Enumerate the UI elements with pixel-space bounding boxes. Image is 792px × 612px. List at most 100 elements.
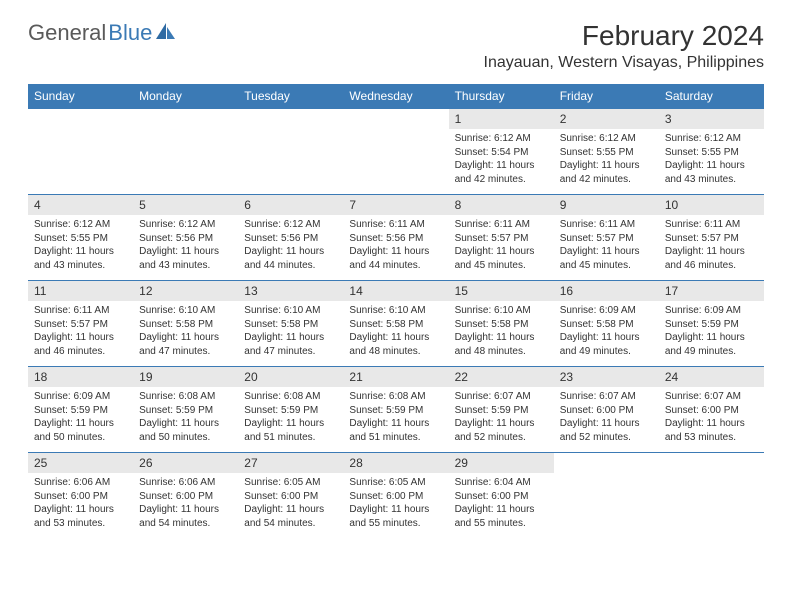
day-header: Tuesday: [238, 84, 343, 109]
logo-text-general: General: [28, 20, 106, 46]
daylight-text: Daylight: 11 hours and 47 minutes.: [244, 331, 337, 358]
daylight-text: Daylight: 11 hours and 51 minutes.: [244, 417, 337, 444]
day-details: Sunrise: 6:04 AMSunset: 6:00 PMDaylight:…: [449, 473, 554, 538]
sunset-text: Sunset: 6:00 PM: [455, 490, 548, 504]
day-number: 28: [343, 453, 448, 473]
daylight-text: Daylight: 11 hours and 54 minutes.: [139, 503, 232, 530]
daylight-text: Daylight: 11 hours and 46 minutes.: [665, 245, 758, 272]
day-number: 15: [449, 281, 554, 301]
day-details: [343, 129, 448, 183]
day-details: Sunrise: 6:05 AMSunset: 6:00 PMDaylight:…: [238, 473, 343, 538]
day-details: Sunrise: 6:06 AMSunset: 6:00 PMDaylight:…: [28, 473, 133, 538]
day-cell: 4Sunrise: 6:12 AMSunset: 5:55 PMDaylight…: [28, 195, 133, 281]
daylight-text: Daylight: 11 hours and 55 minutes.: [455, 503, 548, 530]
day-number: 13: [238, 281, 343, 301]
daylight-text: Daylight: 11 hours and 47 minutes.: [139, 331, 232, 358]
daylight-text: Daylight: 11 hours and 43 minutes.: [665, 159, 758, 186]
sunset-text: Sunset: 5:56 PM: [139, 232, 232, 246]
sunrise-text: Sunrise: 6:10 AM: [349, 304, 442, 318]
day-cell: 8Sunrise: 6:11 AMSunset: 5:57 PMDaylight…: [449, 195, 554, 281]
week-row: 25Sunrise: 6:06 AMSunset: 6:00 PMDayligh…: [28, 453, 764, 539]
day-number: 18: [28, 367, 133, 387]
day-number: 10: [659, 195, 764, 215]
sunset-text: Sunset: 5:56 PM: [349, 232, 442, 246]
day-cell: 23Sunrise: 6:07 AMSunset: 6:00 PMDayligh…: [554, 367, 659, 453]
day-cell: 27Sunrise: 6:05 AMSunset: 6:00 PMDayligh…: [238, 453, 343, 539]
day-cell: 10Sunrise: 6:11 AMSunset: 5:57 PMDayligh…: [659, 195, 764, 281]
day-details: Sunrise: 6:10 AMSunset: 5:58 PMDaylight:…: [238, 301, 343, 366]
sunset-text: Sunset: 5:59 PM: [139, 404, 232, 418]
day-cell: 11Sunrise: 6:11 AMSunset: 5:57 PMDayligh…: [28, 281, 133, 367]
daylight-text: Daylight: 11 hours and 53 minutes.: [34, 503, 127, 530]
week-row: 18Sunrise: 6:09 AMSunset: 5:59 PMDayligh…: [28, 367, 764, 453]
sunrise-text: Sunrise: 6:12 AM: [665, 132, 758, 146]
sunrise-text: Sunrise: 6:09 AM: [665, 304, 758, 318]
sunrise-text: Sunrise: 6:12 AM: [455, 132, 548, 146]
day-details: Sunrise: 6:12 AMSunset: 5:54 PMDaylight:…: [449, 129, 554, 194]
sunset-text: Sunset: 6:00 PM: [34, 490, 127, 504]
sunset-text: Sunset: 5:57 PM: [560, 232, 653, 246]
sunset-text: Sunset: 5:59 PM: [349, 404, 442, 418]
day-cell: 25Sunrise: 6:06 AMSunset: 6:00 PMDayligh…: [28, 453, 133, 539]
day-number: [238, 109, 343, 129]
day-cell: 9Sunrise: 6:11 AMSunset: 5:57 PMDaylight…: [554, 195, 659, 281]
daylight-text: Daylight: 11 hours and 55 minutes.: [349, 503, 442, 530]
day-details: Sunrise: 6:05 AMSunset: 6:00 PMDaylight:…: [343, 473, 448, 538]
daylight-text: Daylight: 11 hours and 46 minutes.: [34, 331, 127, 358]
day-cell: 28Sunrise: 6:05 AMSunset: 6:00 PMDayligh…: [343, 453, 448, 539]
day-details: Sunrise: 6:11 AMSunset: 5:57 PMDaylight:…: [554, 215, 659, 280]
day-cell: 24Sunrise: 6:07 AMSunset: 6:00 PMDayligh…: [659, 367, 764, 453]
day-details: Sunrise: 6:12 AMSunset: 5:56 PMDaylight:…: [133, 215, 238, 280]
day-number: 14: [343, 281, 448, 301]
sunrise-text: Sunrise: 6:07 AM: [665, 390, 758, 404]
header: GeneralBlue February 2024 Inayauan, West…: [28, 20, 764, 72]
daylight-text: Daylight: 11 hours and 49 minutes.: [665, 331, 758, 358]
day-cell: 26Sunrise: 6:06 AMSunset: 6:00 PMDayligh…: [133, 453, 238, 539]
day-number: 29: [449, 453, 554, 473]
day-cell: 12Sunrise: 6:10 AMSunset: 5:58 PMDayligh…: [133, 281, 238, 367]
sunrise-text: Sunrise: 6:10 AM: [455, 304, 548, 318]
day-header: Friday: [554, 84, 659, 109]
day-cell: 13Sunrise: 6:10 AMSunset: 5:58 PMDayligh…: [238, 281, 343, 367]
sunrise-text: Sunrise: 6:07 AM: [455, 390, 548, 404]
daylight-text: Daylight: 11 hours and 50 minutes.: [34, 417, 127, 444]
sunset-text: Sunset: 5:58 PM: [349, 318, 442, 332]
day-cell: [133, 109, 238, 195]
day-number: [343, 109, 448, 129]
day-number: 25: [28, 453, 133, 473]
day-details: Sunrise: 6:07 AMSunset: 5:59 PMDaylight:…: [449, 387, 554, 452]
day-details: Sunrise: 6:10 AMSunset: 5:58 PMDaylight:…: [449, 301, 554, 366]
day-details: Sunrise: 6:09 AMSunset: 5:58 PMDaylight:…: [554, 301, 659, 366]
sunset-text: Sunset: 5:59 PM: [34, 404, 127, 418]
day-details: Sunrise: 6:12 AMSunset: 5:56 PMDaylight:…: [238, 215, 343, 280]
day-number: 4: [28, 195, 133, 215]
sunrise-text: Sunrise: 6:11 AM: [665, 218, 758, 232]
sunrise-text: Sunrise: 6:12 AM: [34, 218, 127, 232]
day-cell: 3Sunrise: 6:12 AMSunset: 5:55 PMDaylight…: [659, 109, 764, 195]
sunset-text: Sunset: 5:58 PM: [139, 318, 232, 332]
day-details: Sunrise: 6:11 AMSunset: 5:57 PMDaylight:…: [28, 301, 133, 366]
day-cell: 21Sunrise: 6:08 AMSunset: 5:59 PMDayligh…: [343, 367, 448, 453]
day-details: Sunrise: 6:10 AMSunset: 5:58 PMDaylight:…: [343, 301, 448, 366]
daylight-text: Daylight: 11 hours and 51 minutes.: [349, 417, 442, 444]
day-details: Sunrise: 6:08 AMSunset: 5:59 PMDaylight:…: [238, 387, 343, 452]
day-cell: [343, 109, 448, 195]
daylight-text: Daylight: 11 hours and 42 minutes.: [455, 159, 548, 186]
sunrise-text: Sunrise: 6:11 AM: [349, 218, 442, 232]
sunset-text: Sunset: 5:55 PM: [34, 232, 127, 246]
sunset-text: Sunset: 5:58 PM: [560, 318, 653, 332]
daylight-text: Daylight: 11 hours and 48 minutes.: [455, 331, 548, 358]
day-details: [238, 129, 343, 183]
sunrise-text: Sunrise: 6:04 AM: [455, 476, 548, 490]
month-title: February 2024: [484, 20, 764, 52]
daylight-text: Daylight: 11 hours and 45 minutes.: [455, 245, 548, 272]
day-details: Sunrise: 6:12 AMSunset: 5:55 PMDaylight:…: [554, 129, 659, 194]
sunrise-text: Sunrise: 6:09 AM: [560, 304, 653, 318]
day-number: 5: [133, 195, 238, 215]
sunset-text: Sunset: 5:59 PM: [455, 404, 548, 418]
day-header: Saturday: [659, 84, 764, 109]
week-row: 1Sunrise: 6:12 AMSunset: 5:54 PMDaylight…: [28, 109, 764, 195]
location-subtitle: Inayauan, Western Visayas, Philippines: [484, 54, 764, 72]
sunrise-text: Sunrise: 6:10 AM: [244, 304, 337, 318]
day-number: 1: [449, 109, 554, 129]
